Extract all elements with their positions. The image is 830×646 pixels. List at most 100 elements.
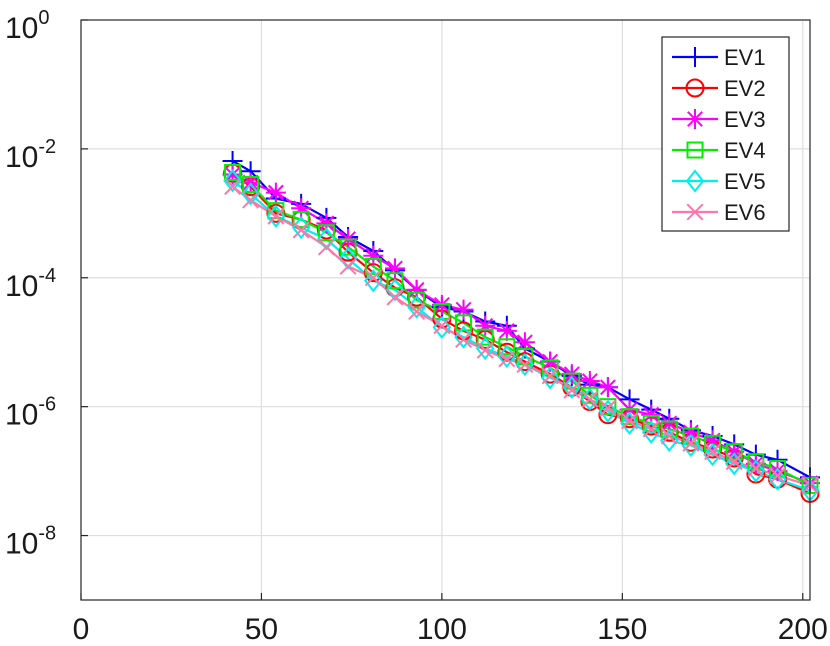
- data-point: [767, 461, 788, 482]
- data-point: [580, 387, 600, 411]
- legend-marker: [685, 109, 705, 129]
- data-point: [745, 453, 766, 474]
- data-point: [599, 398, 617, 416]
- data-point: [453, 299, 474, 320]
- data-point: [267, 207, 285, 225]
- y-tick-label: 10-6: [5, 394, 56, 432]
- data-point: [682, 434, 700, 452]
- legend-entry-ev5: EV5: [672, 169, 766, 194]
- data-point: [621, 408, 639, 426]
- x-tick-label: 200: [778, 613, 828, 646]
- data-point: [581, 390, 599, 408]
- data-point: [222, 164, 243, 185]
- data-point: [660, 427, 678, 445]
- data-point: [641, 404, 662, 425]
- data-point: [408, 302, 426, 320]
- data-point: [317, 224, 335, 242]
- series-markers-ev5: [223, 169, 820, 503]
- data-point: [385, 278, 405, 302]
- data-point: [498, 350, 516, 368]
- data-point: [724, 452, 744, 476]
- data-point: [598, 399, 618, 423]
- grid-lines: [81, 20, 810, 600]
- data-point: [408, 291, 426, 309]
- data-point: [746, 459, 766, 483]
- series-markers: [222, 150, 820, 503]
- data-point: [339, 257, 357, 275]
- data-point: [476, 328, 494, 346]
- data-point: [433, 302, 451, 320]
- data-point: [681, 433, 701, 458]
- legend-box: [661, 36, 790, 232]
- series-markers-ev6: [224, 178, 819, 494]
- data-point: [597, 377, 618, 398]
- data-point: [659, 428, 679, 452]
- data-point: [496, 320, 517, 341]
- data-point: [317, 238, 335, 256]
- legend-label: EV6: [724, 200, 766, 225]
- data-point: [433, 317, 451, 335]
- legend-label: EV2: [724, 76, 766, 101]
- data-point: [704, 443, 722, 461]
- data-point: [224, 178, 242, 196]
- y-tick-label: 10-2: [5, 136, 56, 174]
- data-point: [620, 411, 639, 435]
- data-point: [498, 338, 516, 356]
- data-point: [642, 420, 660, 438]
- data-point: [599, 399, 617, 417]
- data-point: [516, 356, 534, 374]
- data-point: [621, 412, 639, 430]
- data-point: [242, 191, 260, 209]
- data-point: [386, 272, 404, 290]
- x-axis-ticks: 0 50 100 150 200: [73, 593, 828, 646]
- legend: EV1 EV2 EV3 EV4 EV5 EV6: [661, 36, 790, 232]
- data-point: [316, 213, 337, 234]
- x-tick-label: 0: [73, 613, 90, 646]
- data-point: [724, 441, 745, 462]
- data-point: [407, 295, 426, 319]
- data-point: [476, 341, 494, 359]
- y-tick-label: 10-4: [5, 265, 56, 303]
- y-tick-label: 10-8: [5, 523, 56, 561]
- data-point: [515, 352, 535, 377]
- data-point: [725, 443, 743, 461]
- legend-entry-ev1: EV1: [672, 45, 766, 70]
- data-point: [642, 414, 660, 432]
- data-point: [432, 315, 452, 339]
- data-point: [223, 169, 242, 193]
- data-point: [680, 422, 701, 443]
- data-point: [563, 381, 581, 399]
- legend-marker: [685, 169, 705, 193]
- legend-label: EV1: [724, 45, 766, 70]
- data-point: [267, 202, 285, 220]
- legend-entry-ev3: EV3: [672, 107, 766, 132]
- data-point: [702, 430, 723, 451]
- data-point: [406, 279, 427, 300]
- data-point: [364, 269, 383, 293]
- data-point: [747, 459, 765, 477]
- data-point: [703, 443, 722, 467]
- data-point: [769, 467, 787, 485]
- data-point: [317, 227, 336, 251]
- legend-entry-ev2: EV2: [672, 76, 766, 101]
- data-point: [339, 238, 357, 256]
- series-markers-ev3: [222, 164, 820, 494]
- data-point: [725, 453, 743, 471]
- data-point: [514, 332, 535, 353]
- data-point: [579, 371, 600, 392]
- y-tick-label: 100: [5, 7, 50, 45]
- data-point: [363, 245, 384, 266]
- legend-entry-ev4: EV4: [672, 138, 766, 163]
- legend-marker: [686, 203, 704, 221]
- legend-label: EV3: [724, 107, 766, 132]
- legend-marker: [686, 141, 704, 159]
- data-point: [541, 367, 559, 385]
- data-point: [292, 221, 310, 239]
- data-point: [364, 257, 382, 275]
- data-point: [364, 269, 382, 287]
- legend-marker: [685, 78, 705, 98]
- data-point: [266, 204, 286, 228]
- x-tick-label: 100: [417, 613, 467, 646]
- data-point: [292, 211, 310, 229]
- data-point: [224, 164, 242, 182]
